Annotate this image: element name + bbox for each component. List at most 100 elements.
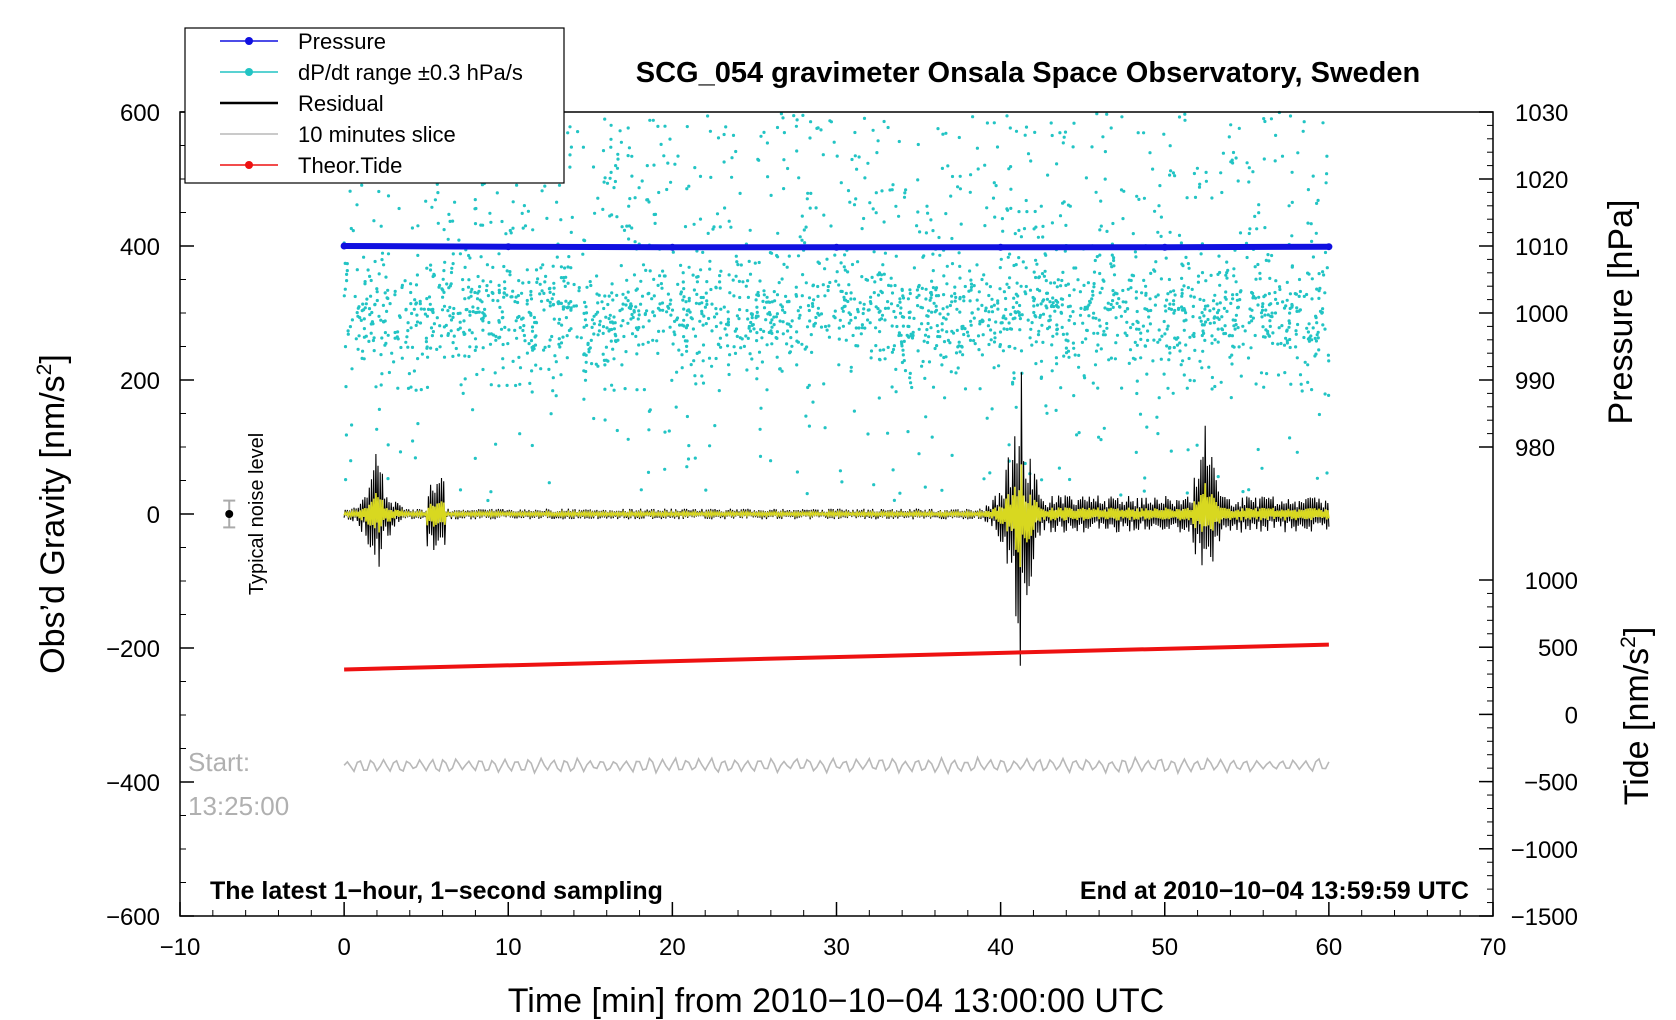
dpdt-point (602, 306, 606, 311)
dpdt-point (811, 304, 815, 308)
dpdt-point (849, 297, 853, 301)
x-tick-label: 20 (659, 934, 686, 961)
dpdt-point (1119, 314, 1123, 318)
dpdt-point (1169, 307, 1174, 311)
dpdt-point (433, 198, 437, 202)
dpdt-point (940, 328, 944, 332)
legend-marker (245, 161, 253, 169)
dpdt-point (1058, 214, 1063, 218)
dpdt-point (452, 306, 456, 311)
dpdt-point (745, 368, 749, 372)
dpdt-point (941, 307, 945, 311)
dpdt-point (1323, 327, 1327, 331)
dpdt-point (485, 263, 489, 267)
dpdt-point (1278, 287, 1282, 292)
dpdt-point (1077, 365, 1081, 369)
dpdt-point (547, 481, 551, 485)
dpdt-point (414, 283, 419, 287)
dpdt-point (551, 389, 555, 393)
dpdt-point (562, 279, 566, 283)
dpdt-point (1196, 274, 1201, 278)
dpdt-point (1105, 326, 1109, 330)
dpdt-point (755, 331, 759, 335)
dpdt-point (1251, 170, 1255, 174)
dpdt-point (1262, 117, 1266, 121)
dpdt-point (1082, 283, 1086, 287)
dpdt-point (411, 439, 415, 443)
dpdt-point (823, 324, 828, 329)
dpdt-point (570, 215, 574, 219)
dpdt-point (656, 124, 660, 128)
dpdt-point (901, 348, 905, 352)
dpdt-point (1135, 379, 1139, 383)
dpdt-point (1296, 151, 1300, 155)
dpdt-point (1195, 443, 1199, 447)
dpdt-point (582, 311, 586, 315)
dpdt-point (651, 118, 655, 122)
y-axis-title-tide: Tide [nm/s2] (1617, 627, 1656, 806)
dpdt-point (1143, 344, 1148, 348)
dpdt-point (707, 356, 712, 360)
dpdt-point (586, 341, 590, 345)
dpdt-point (687, 265, 691, 269)
dpdt-point (1273, 159, 1277, 163)
dpdt-point (957, 251, 961, 255)
dpdt-point (1050, 343, 1054, 347)
dpdt-point (481, 328, 485, 332)
dpdt-point (1198, 316, 1202, 320)
dpdt-point (473, 198, 477, 202)
dpdt-point (1131, 322, 1135, 326)
dpdt-point (761, 299, 765, 303)
dpdt-point (1024, 125, 1029, 129)
dpdt-point (894, 390, 898, 394)
dpdt-point (869, 356, 873, 360)
dpdt-point (866, 161, 870, 165)
dpdt-point (994, 184, 998, 188)
dpdt-point (449, 270, 454, 275)
dpdt-point (659, 282, 664, 286)
dpdt-point (645, 164, 649, 168)
dpdt-point (1251, 316, 1255, 320)
dpdt-point (396, 330, 400, 334)
dpdt-point (795, 149, 799, 153)
dpdt-point (711, 227, 715, 231)
dpdt-point (559, 341, 564, 345)
dpdt-point (718, 336, 723, 340)
dpdt-point (1074, 266, 1078, 270)
dpdt-point (1078, 313, 1083, 317)
dpdt-point (708, 444, 712, 448)
dpdt-point (956, 185, 960, 189)
dpdt-point (475, 297, 480, 301)
dpdt-point (844, 291, 848, 295)
dpdt-point (605, 181, 610, 185)
dpdt-point (957, 340, 961, 344)
dpdt-point (1061, 141, 1065, 145)
dpdt-point (384, 341, 388, 345)
dpdt-point (841, 324, 846, 328)
noise-point (225, 510, 234, 518)
dpdt-point (1064, 346, 1068, 350)
dpdt-point (396, 337, 400, 341)
dpdt-point (463, 265, 467, 269)
dpdt-point (1294, 329, 1298, 333)
dpdt-point (1055, 362, 1059, 366)
dpdt-point (614, 164, 618, 168)
dpdt-point (1094, 316, 1098, 320)
dpdt-point (1269, 302, 1273, 306)
dpdt-point (426, 355, 430, 359)
dpdt-point (718, 286, 722, 290)
dpdt-point (486, 294, 490, 298)
dpdt-point (671, 342, 675, 346)
dpdt-point (397, 314, 402, 318)
slice-line (343, 755, 1330, 776)
dpdt-point (620, 225, 624, 229)
dpdt-point (931, 252, 935, 256)
dpdt-point (1298, 373, 1303, 377)
dpdt-point (875, 151, 879, 155)
dpdt-point (1314, 352, 1318, 356)
dpdt-point (937, 235, 941, 240)
dpdt-point (691, 273, 695, 277)
dpdt-point (1317, 272, 1321, 276)
dpdt-point (1146, 309, 1150, 313)
dpdt-point (442, 269, 446, 273)
